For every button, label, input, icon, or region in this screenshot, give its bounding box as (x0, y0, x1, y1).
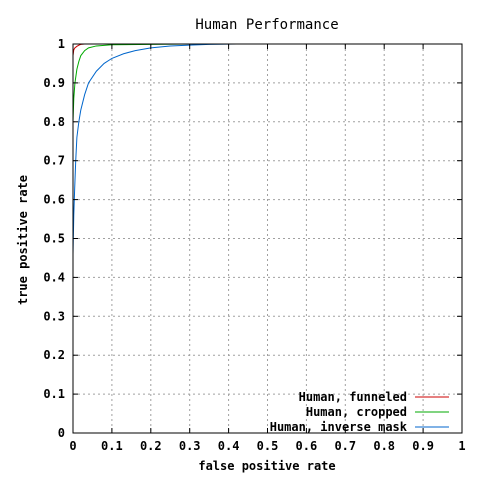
y-tick-label-5: 0.5 (43, 232, 65, 246)
x-tick-label-9: 0.9 (412, 439, 434, 453)
y-tick-label-10: 1 (58, 37, 65, 51)
legend-label-human-inverse-mask: Human, inverse mask (270, 420, 408, 434)
y-tick-label-3: 0.3 (43, 309, 65, 323)
x-tick-label-7: 0.7 (334, 439, 356, 453)
x-tick-label-0: 0 (69, 439, 76, 453)
x-tick-label-8: 0.8 (373, 439, 395, 453)
x-tick-label-6: 0.6 (296, 439, 318, 453)
legend-label-human-funneled: Human, funneled (299, 390, 407, 404)
x-tick-label-5: 0.5 (257, 439, 279, 453)
x-axis-label: false positive rate (198, 459, 335, 473)
grid (73, 44, 462, 433)
x-tick-label-1: 0.1 (101, 439, 123, 453)
x-tick-label-3: 0.3 (179, 439, 201, 453)
y-tick-label-2: 0.2 (43, 348, 65, 362)
y-tick-label-0: 0 (58, 426, 65, 440)
y-tick-label-1: 0.1 (43, 387, 65, 401)
x-tick-label-4: 0.4 (218, 439, 240, 453)
chart-title: Human Performance (195, 17, 338, 33)
legend-label-human-cropped: Human, cropped (306, 405, 407, 419)
y-tick-label-6: 0.6 (43, 193, 65, 207)
y-tick-label-7: 0.7 (43, 154, 65, 168)
x-tick-label-2: 0.2 (140, 439, 162, 453)
y-tick-label-9: 0.9 (43, 76, 65, 90)
x-tick-label-10: 1 (458, 439, 465, 453)
y-tick-label-4: 0.4 (43, 270, 65, 284)
y-axis-label: true positive rate (16, 175, 30, 305)
y-tick-label-8: 0.8 (43, 115, 65, 129)
